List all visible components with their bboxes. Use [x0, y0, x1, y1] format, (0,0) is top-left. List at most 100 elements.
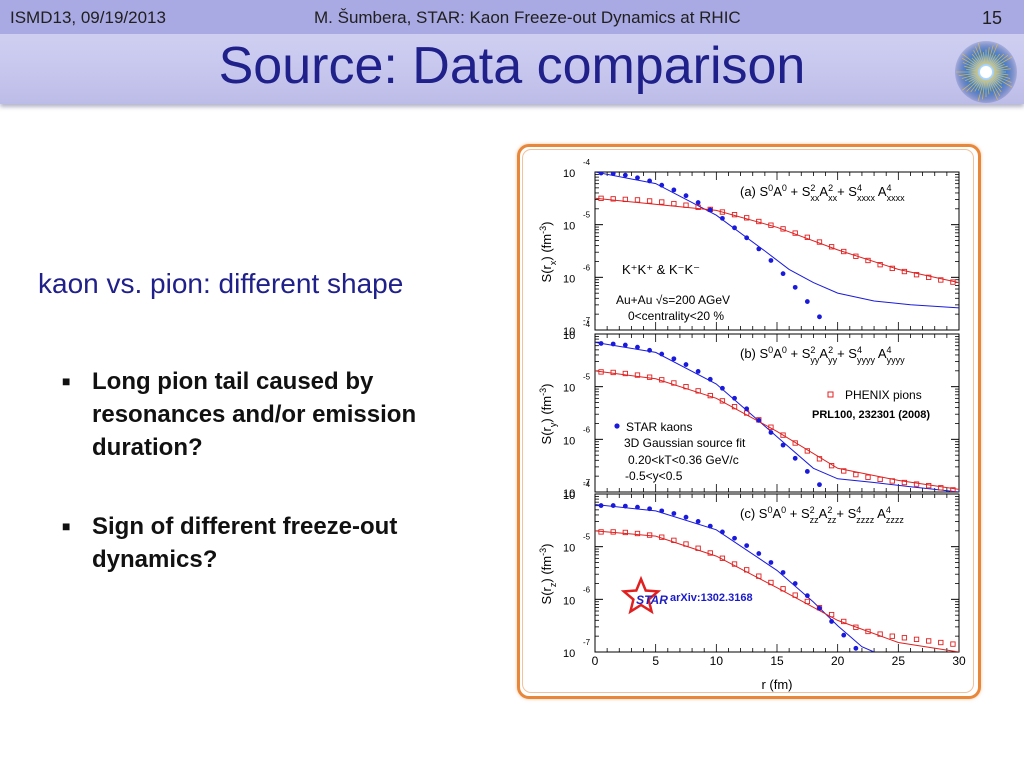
kaon-point [707, 207, 713, 213]
pion-point [841, 618, 847, 625]
y-tick-label: 10 [563, 221, 575, 233]
kaon-point [720, 529, 725, 535]
y-label-part: ) (fm [539, 556, 554, 583]
y-tick-label: 10 [563, 490, 575, 502]
y-tick-label: 10 [563, 330, 575, 342]
arxiv-label: arXiv:1302.3168 [670, 592, 753, 604]
kaon-point [792, 581, 798, 586]
kaon-point [720, 385, 725, 391]
kaon-point [659, 182, 665, 188]
pion-point [913, 272, 920, 278]
label-centrality: 0<centrality<20 % [628, 309, 724, 323]
pion-point [768, 222, 774, 228]
pion-point [950, 487, 956, 492]
pion-point [780, 432, 786, 438]
pion-point [695, 204, 701, 210]
kaon-point [622, 503, 628, 509]
kaon-point [768, 560, 774, 565]
logo-ray [970, 78, 982, 93]
y-label-part: ) (fm [539, 234, 554, 261]
kaon-point [610, 172, 616, 176]
kaon-point [756, 246, 762, 252]
pion-point [707, 392, 713, 399]
pion-point [901, 268, 908, 275]
slide-subtitle: kaon vs. pion: different shape [38, 268, 404, 299]
y-tick-exponent: -6 [583, 585, 591, 594]
formula-sub: zz [810, 515, 820, 525]
formula-sub: xx [828, 193, 838, 203]
pion-point [865, 628, 871, 635]
formula-part: A [874, 506, 886, 521]
pion-point [683, 384, 689, 390]
pion-point [610, 369, 616, 376]
pion-point [841, 248, 847, 255]
kaon-point [780, 570, 786, 575]
logo-ray [975, 46, 984, 65]
logo-ray [966, 68, 979, 72]
logo-ray [991, 54, 1004, 67]
formula-sup: 2 [828, 345, 833, 355]
pion-point [828, 611, 835, 618]
kaon-point [780, 442, 786, 448]
label-kk: K⁺K⁺ & K⁻K⁻ [622, 262, 700, 277]
kaon-point [610, 503, 616, 508]
panel-data [595, 172, 959, 320]
kaon-point [695, 368, 701, 374]
pion-point [780, 226, 786, 232]
y-tick-exponent: -5 [583, 373, 591, 382]
square-bullet-icon: ■ [62, 518, 71, 534]
logo-ray [992, 76, 1003, 85]
pion-point [950, 279, 956, 285]
formula-sup: 2 [810, 183, 815, 193]
pion-point [841, 468, 847, 474]
y-tick-exponent: -5 [583, 533, 591, 542]
y-tick-label: 10 [563, 435, 575, 447]
logo-ray [989, 78, 1001, 97]
x-tick-label: 25 [892, 654, 906, 668]
pion-point [816, 456, 823, 462]
pion-point [780, 586, 786, 592]
y-label-sub: y [548, 422, 558, 427]
kaon-point [671, 187, 677, 193]
y-label-sup: -3 [538, 388, 548, 396]
kaon-point [732, 225, 737, 231]
pion-point [889, 265, 895, 272]
figure-inner-frame [522, 149, 974, 693]
kaon-point [659, 508, 665, 514]
kaon-point [622, 172, 628, 178]
logo-ray [964, 65, 979, 71]
panel-formula: (c) S0A0 + S2 zzA2 zz+ S4 zzzz A4 zzzz [740, 505, 904, 525]
pion-point [756, 218, 762, 225]
pion-point [683, 202, 689, 208]
kaon-point [804, 469, 810, 474]
kaon-point [635, 175, 640, 181]
formula-part: + S [786, 506, 810, 521]
logo-ray [993, 73, 1011, 79]
kaon-point [635, 504, 640, 510]
panel-data [595, 503, 959, 652]
pion-point [768, 579, 774, 586]
x-tick-label: 30 [952, 654, 966, 668]
kaon-point [622, 342, 628, 348]
pion-point [659, 534, 665, 540]
formula-sub: yy [828, 355, 838, 365]
x-axis-label: r (fm) [761, 677, 792, 692]
kaon-point [647, 347, 652, 353]
pion-point [695, 545, 701, 551]
pion-point [913, 481, 920, 487]
pion-point [877, 631, 883, 637]
pion-point [695, 388, 701, 394]
pion-point [598, 195, 604, 201]
pion-point [731, 404, 738, 410]
y-tick-exponent: -7 [583, 638, 591, 647]
header-strip [0, 0, 1024, 34]
slide-title: Source: Data comparison [218, 37, 806, 95]
y-tick-label: 10 [563, 273, 575, 285]
pion-fit-line [595, 530, 959, 652]
formula-sub: xxxx [887, 193, 906, 203]
logo-ray [973, 50, 983, 66]
label-rapidity: -0.5<y<0.5 [625, 469, 683, 483]
y-label-sub: z [548, 582, 558, 587]
formula-part: A [819, 346, 828, 361]
kaon-point [732, 535, 737, 541]
